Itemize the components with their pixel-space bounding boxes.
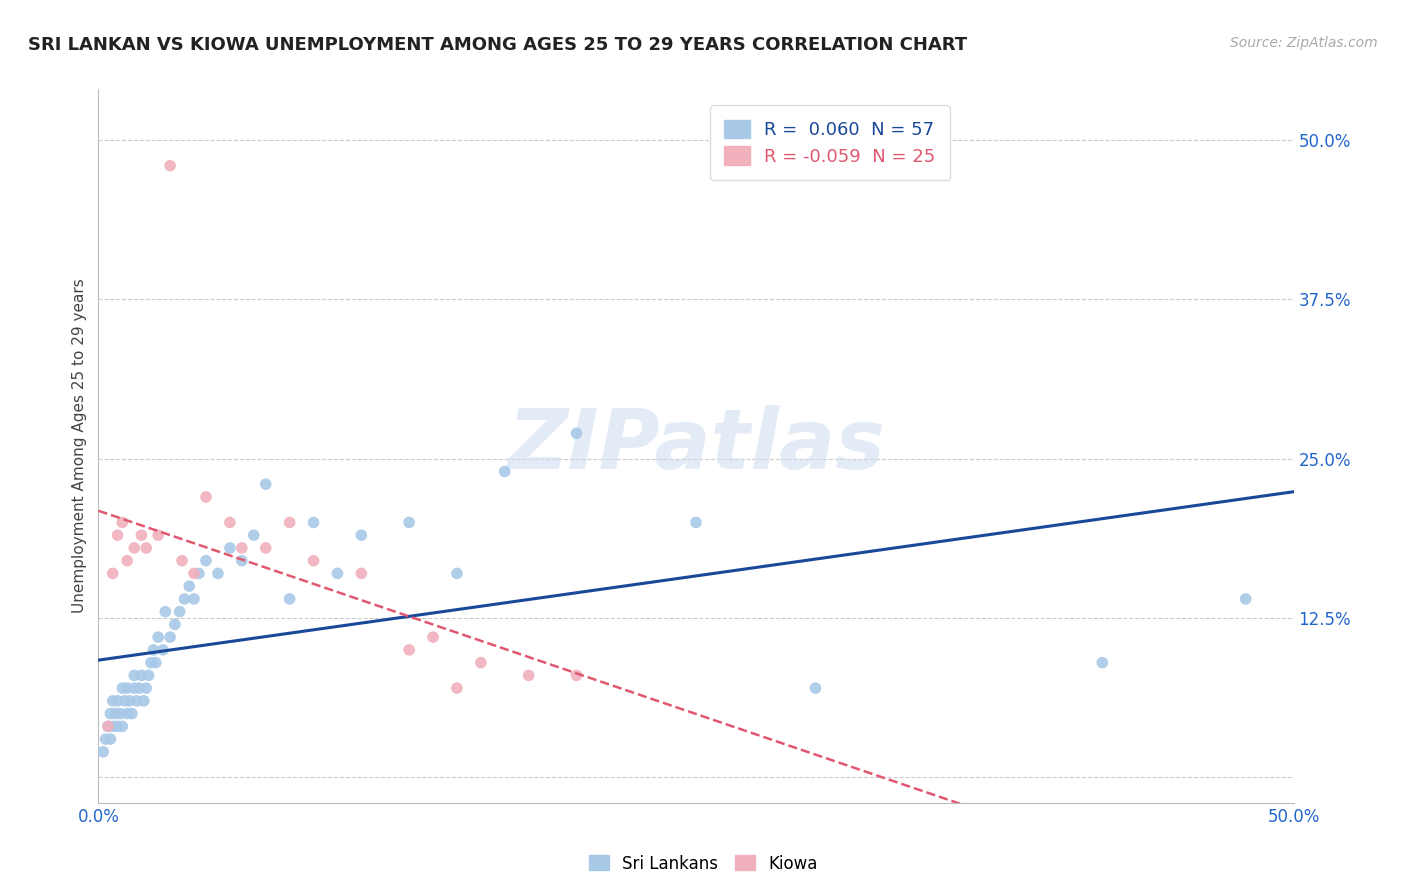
Point	[183, 591, 205, 606]
Point	[148, 528, 170, 542]
Point	[219, 541, 242, 555]
Point	[121, 706, 143, 721]
Point	[565, 668, 588, 682]
Point	[195, 490, 218, 504]
Point	[179, 579, 201, 593]
Point	[243, 528, 266, 542]
Point	[1091, 656, 1114, 670]
Point	[107, 528, 129, 542]
Point	[231, 541, 253, 555]
Point	[350, 528, 373, 542]
Point	[145, 656, 167, 670]
Point	[101, 694, 124, 708]
Point	[101, 719, 124, 733]
Legend: Sri Lankans, Kiowa: Sri Lankans, Kiowa	[582, 848, 824, 880]
Point	[422, 630, 444, 644]
Point	[326, 566, 349, 581]
Point	[302, 554, 325, 568]
Point	[115, 706, 138, 721]
Point	[155, 605, 177, 619]
Point	[1234, 591, 1257, 606]
Point	[124, 668, 146, 682]
Point	[135, 541, 157, 555]
Point	[195, 554, 218, 568]
Point	[97, 719, 120, 733]
Point	[94, 732, 117, 747]
Point	[98, 706, 122, 721]
Point	[470, 656, 492, 670]
Point	[517, 668, 540, 682]
Point	[172, 554, 194, 568]
Point	[115, 554, 138, 568]
Point	[114, 694, 136, 708]
Point	[107, 694, 129, 708]
Point	[350, 566, 373, 581]
Point	[183, 566, 205, 581]
Point	[278, 591, 301, 606]
Point	[91, 745, 114, 759]
Point	[111, 516, 134, 530]
Point	[124, 541, 146, 555]
Point	[446, 681, 468, 695]
Point	[128, 681, 150, 695]
Point	[398, 643, 420, 657]
Point	[278, 516, 301, 530]
Point	[219, 516, 242, 530]
Point	[302, 516, 325, 530]
Point	[104, 706, 127, 721]
Point	[138, 668, 160, 682]
Point	[108, 706, 131, 721]
Point	[111, 719, 134, 733]
Point	[173, 591, 195, 606]
Point	[685, 516, 707, 530]
Point	[131, 528, 153, 542]
Point	[101, 566, 124, 581]
Point	[132, 694, 155, 708]
Point	[148, 630, 170, 644]
Point	[398, 516, 420, 530]
Point	[231, 554, 253, 568]
Point	[494, 465, 516, 479]
Text: Source: ZipAtlas.com: Source: ZipAtlas.com	[1230, 36, 1378, 50]
Point	[169, 605, 191, 619]
Point	[159, 630, 181, 644]
Point	[187, 566, 209, 581]
Y-axis label: Unemployment Among Ages 25 to 29 years: Unemployment Among Ages 25 to 29 years	[72, 278, 87, 614]
Text: ZIPatlas: ZIPatlas	[508, 406, 884, 486]
Point	[107, 719, 129, 733]
Point	[254, 541, 277, 555]
Point	[118, 694, 141, 708]
Point	[446, 566, 468, 581]
Point	[159, 159, 181, 173]
Point	[98, 732, 122, 747]
Point	[111, 681, 134, 695]
Point	[139, 656, 162, 670]
Point	[142, 643, 165, 657]
Legend: R =  0.060  N = 57, R = -0.059  N = 25: R = 0.060 N = 57, R = -0.059 N = 25	[710, 105, 950, 180]
Point	[804, 681, 827, 695]
Point	[131, 668, 153, 682]
Text: SRI LANKAN VS KIOWA UNEMPLOYMENT AMONG AGES 25 TO 29 YEARS CORRELATION CHART: SRI LANKAN VS KIOWA UNEMPLOYMENT AMONG A…	[28, 36, 967, 54]
Point	[254, 477, 277, 491]
Point	[97, 719, 120, 733]
Point	[115, 681, 138, 695]
Point	[125, 694, 148, 708]
Point	[163, 617, 186, 632]
Point	[565, 426, 588, 441]
Point	[135, 681, 157, 695]
Point	[152, 643, 174, 657]
Point	[207, 566, 229, 581]
Point	[124, 681, 146, 695]
